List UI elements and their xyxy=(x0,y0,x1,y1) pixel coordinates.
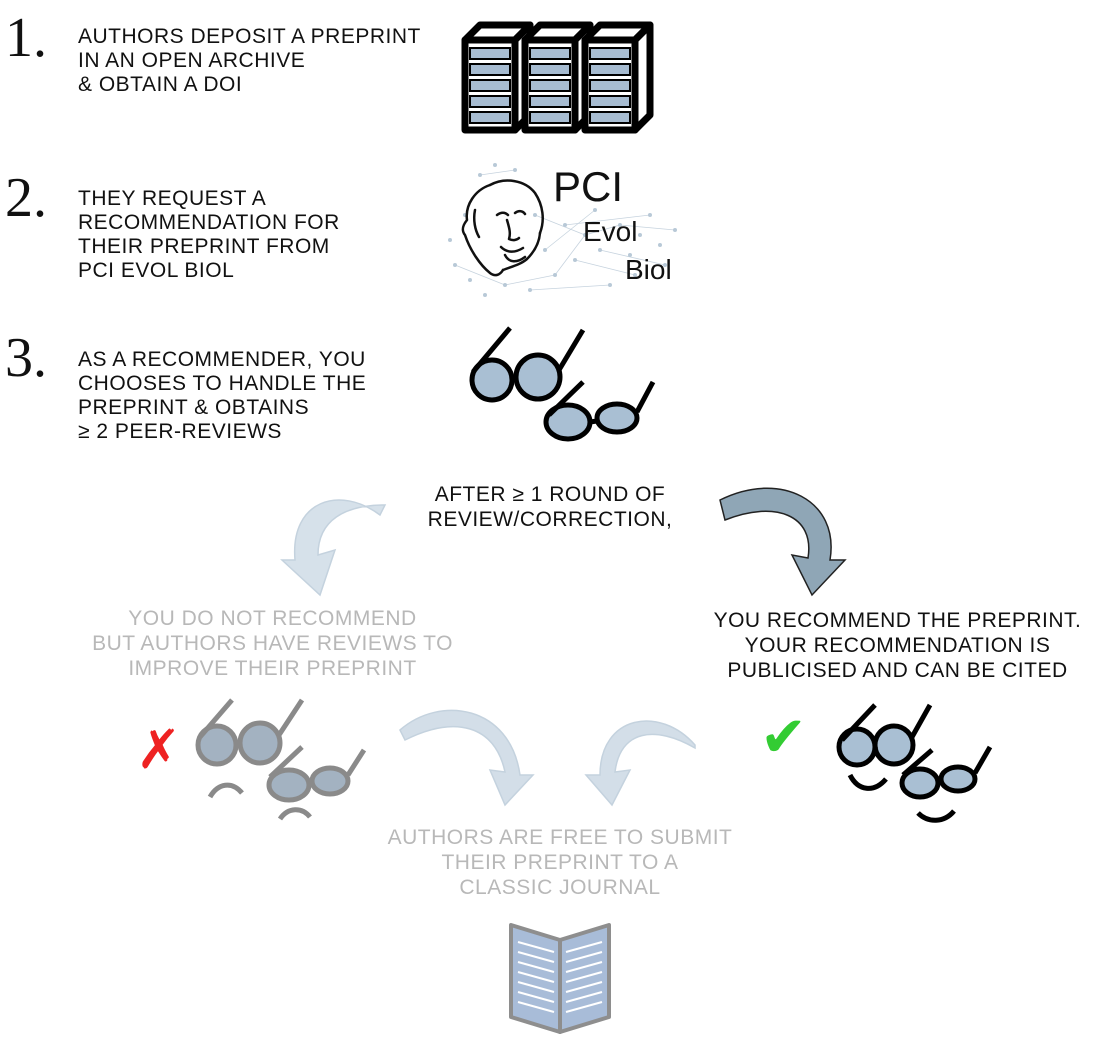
check-mark-icon: ✔ xyxy=(760,705,807,770)
free-submit-line: CLASSIC JOURNAL xyxy=(459,876,661,899)
recommend-line: YOUR RECOMMENDATION IS xyxy=(744,634,1051,657)
step-2-number: 2. xyxy=(5,167,47,229)
free-submit-line: THEIR PREPRINT TO A xyxy=(441,851,679,874)
left-to-journal-arrow-icon xyxy=(399,709,535,807)
step-2-text: THEY REQUEST A RECOMMENDATION FOR THEIR … xyxy=(78,187,340,283)
step-3-text: AS A RECOMMENDER, YOU CHOOSES TO HANDLE … xyxy=(78,348,366,444)
step-2-line: RECOMMENDATION FOR xyxy=(78,211,340,234)
not-recommend-line: BUT AUTHORS HAVE REVIEWS TO xyxy=(92,632,453,655)
network-background-icon xyxy=(448,163,677,297)
logo-line2: Evol xyxy=(583,216,638,247)
darwin-portrait-icon xyxy=(461,179,544,277)
step-1-line: IN AN OPEN ARCHIVE xyxy=(78,49,306,72)
recommend-line: PUBLICISED AND CAN BE CITED xyxy=(727,659,1068,682)
step-3-number: 3. xyxy=(5,327,47,389)
step-3-line: ≥ 2 PEER-REVIEWS xyxy=(78,420,282,443)
right-to-journal-arrow-icon xyxy=(584,720,696,807)
free-submit-text: AUTHORS ARE FREE TO SUBMIT THEIR PREPRIN… xyxy=(345,825,775,900)
cross-mark-icon: ✗ xyxy=(136,718,182,781)
step-3-line: PREPRINT & OBTAINS xyxy=(78,396,310,419)
step-2-line: THEY REQUEST A xyxy=(78,187,267,210)
logo-line1: PCI xyxy=(553,163,624,210)
step-1-text: AUTHORS DEPOSIT A PREPRINT IN AN OPEN AR… xyxy=(78,25,421,97)
happy-glasses-icon xyxy=(836,703,993,823)
step-1-line: & OBTAIN A DOI xyxy=(78,73,243,96)
after-review-line: REVIEW/CORRECTION, xyxy=(427,508,673,531)
glasses-pair-icon xyxy=(469,326,656,442)
not-recommend-line: YOU DO NOT RECOMMEND xyxy=(128,607,417,630)
pci-evol-biol-logo: PCI Evol Biol xyxy=(435,155,685,305)
recommend-arrow-icon xyxy=(719,487,847,597)
logo-line3: Biol xyxy=(625,254,672,285)
step-1-line: AUTHORS DEPOSIT A PREPRINT xyxy=(78,25,421,48)
journal-book-icon xyxy=(509,923,611,1034)
after-review-line: AFTER ≥ 1 ROUND OF xyxy=(434,483,666,506)
not-recommend-arrow-icon xyxy=(280,499,387,597)
step-1-number: 1. xyxy=(5,7,47,69)
not-recommend-line: IMPROVE THEIR PREPRINT xyxy=(128,657,417,680)
free-submit-line: AUTHORS ARE FREE TO SUBMIT xyxy=(387,826,733,849)
not-recommend-text: YOU DO NOT RECOMMEND BUT AUTHORS HAVE RE… xyxy=(55,606,490,681)
step-3-line: CHOOSES TO HANDLE THE xyxy=(78,372,367,395)
server-archive-icon xyxy=(461,21,654,134)
sad-glasses-icon xyxy=(195,698,367,821)
recommend-text: YOU RECOMMEND THE PREPRINT. YOUR RECOMME… xyxy=(680,608,1115,683)
after-review-text: AFTER ≥ 1 ROUND OF REVIEW/CORRECTION, xyxy=(400,482,700,532)
step-2-line: PCI EVOL BIOL xyxy=(78,259,235,282)
recommend-line: YOU RECOMMEND THE PREPRINT. xyxy=(713,609,1082,632)
step-2-line: THEIR PREPRINT FROM xyxy=(78,235,330,258)
step-3-line: AS A RECOMMENDER, YOU xyxy=(78,348,366,371)
